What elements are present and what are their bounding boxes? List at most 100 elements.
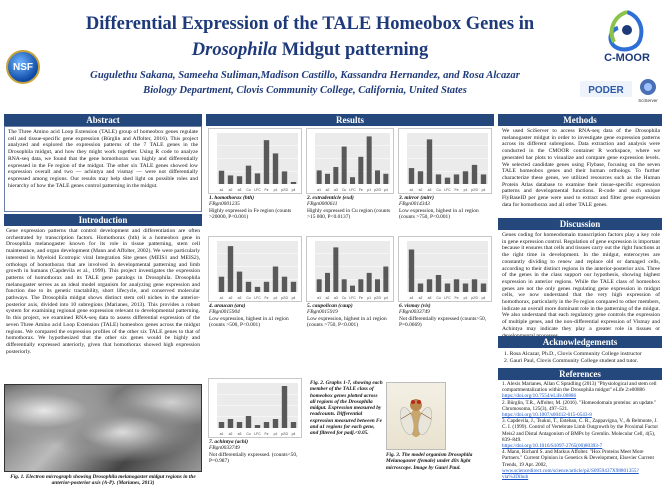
bar-a1 xyxy=(218,170,225,184)
bar-chart-svg: a1 a2 a3 Cu LFC Fe p1 p2/3 p4 xyxy=(407,241,488,300)
bar-p1 xyxy=(462,171,469,184)
gene-id: FBgn0014343 xyxy=(399,201,430,208)
sciserver-logo: SciServer xyxy=(638,79,658,103)
gene-id: FBgn0033749 xyxy=(209,445,240,452)
bar-a3 xyxy=(426,139,433,184)
bar-p2/3 xyxy=(281,171,288,184)
bar-Fe xyxy=(263,281,270,292)
bar-a3 xyxy=(236,271,243,292)
bar-p4 xyxy=(480,174,487,184)
nsf-logo: NSF xyxy=(6,50,40,84)
bar-chart-7: a1 a2 a3 Cu LFC Fe p1 p2/3 p4 xyxy=(208,378,302,438)
bar-chart-4: a1 a2 a3 Cu LFC Fe p1 p2/3 p4 xyxy=(208,236,302,302)
x-tick-label: p2/3 xyxy=(471,188,478,192)
x-tick-label: a3 xyxy=(238,188,242,192)
gene-id: FBgn0001235 xyxy=(209,201,240,208)
x-tick-label: p4 xyxy=(292,432,296,436)
chart-caption-3: 3. mirror (mirr) FBgn0014343 Low expressio… xyxy=(399,195,495,221)
acknowledgements-list: 1. Rosa Alcazar, Ph.D., Clovis Community… xyxy=(504,351,660,365)
bar-chart-svg: a1 a2 a3 Cu LFC Fe p1 p2/3 p4 xyxy=(315,241,390,300)
chart-caption-1: 1. homothorax (hth) FBgn0001235 Highly exp… xyxy=(209,195,305,221)
bar-p1 xyxy=(272,266,279,292)
bar-a3 xyxy=(236,422,243,428)
cmoor-logo-text: C-MOOR xyxy=(604,52,650,64)
gene-description: Low expression, highest in a1 region (co… xyxy=(399,207,479,221)
fig3-caption: Fig. 3. The model organism Drosophila Me… xyxy=(386,452,473,471)
bar-a1 xyxy=(408,249,415,292)
bar-p1 xyxy=(366,136,372,184)
x-tick-label: Fe xyxy=(455,296,459,300)
x-tick-label: Cu xyxy=(246,296,250,300)
methods-header: Methods xyxy=(498,114,662,126)
poster-title-line2: Drosophila Midgut patterning xyxy=(60,40,560,61)
references-header: References xyxy=(498,368,662,380)
x-tick-label: p4 xyxy=(384,296,388,300)
x-tick-label: p1 xyxy=(367,296,371,300)
x-tick-label: p1 xyxy=(464,188,468,192)
midgut-micrograph-image xyxy=(4,384,202,472)
x-tick-label: Fe xyxy=(265,432,269,436)
x-tick-label: p2/3 xyxy=(281,432,288,436)
bar-a2 xyxy=(227,246,234,292)
x-tick-label: p1 xyxy=(274,432,278,436)
chart-caption-2: 2. extradenticle (exd) FBgn0000611 Highly … xyxy=(307,195,397,221)
discussion-header: Discussion xyxy=(498,218,662,230)
gene-name: 3. mirror (mirr) xyxy=(399,195,434,201)
x-tick-label: p4 xyxy=(482,188,486,192)
chart-caption-6: 6. vismay (vis) FBgn0033749 Not differenti… xyxy=(399,303,495,329)
x-tick-label: p1 xyxy=(367,188,371,192)
x-tick-label: LFC xyxy=(254,432,261,436)
gene-description: Highly expressed in Fe region (counts >2… xyxy=(209,207,292,221)
gene-description: Low expression, highest in a1 region (co… xyxy=(307,315,387,329)
bar-chart-1: a1 a2 a3 Cu LFC Fe p1 p2/3 p4 xyxy=(208,128,302,194)
bar-Cu xyxy=(245,165,252,184)
bar-chart-2: a1 a2 a3 Cu LFC Fe p1 p2/3 p4 xyxy=(306,128,394,194)
sciserver-logo-text: SciServer xyxy=(638,98,658,103)
acknowledgement-item: 2. Gauri Paul, Clovis Community College … xyxy=(504,358,639,364)
reference-link[interactable]: https://doi.org/10.1016/S1097-2765(00)80… xyxy=(502,443,603,450)
x-tick-label: Cu xyxy=(342,188,346,192)
reference-link[interactable]: https://doi.org/10.1007/s00412-015-0543-… xyxy=(502,412,592,419)
x-tick-label: a1 xyxy=(410,188,414,192)
bar-a1 xyxy=(316,279,322,292)
bar-a2 xyxy=(325,173,330,184)
x-tick-label: a2 xyxy=(229,432,233,436)
drosophila-photo xyxy=(386,382,446,450)
bar-p2/3 xyxy=(281,386,288,428)
chart-caption-4: 4. araucan (ara) FBgn0015904 Low expressio… xyxy=(209,303,305,329)
x-tick-label: Cu xyxy=(246,188,250,192)
poder-logo: PODER xyxy=(580,81,632,97)
results-header: Results xyxy=(206,114,494,126)
abstract-text: The Three Amino acid Loop Extension (TAL… xyxy=(8,129,198,189)
bar-p1 xyxy=(272,153,279,184)
bar-p4 xyxy=(383,266,389,292)
reference-link[interactable]: www.sciencedirect.com/science/article/pi… xyxy=(502,467,639,481)
fig2-caption: Fig. 2. Graphs 1-7, showing each member … xyxy=(310,380,383,437)
reference-link[interactable]: https://doi.org/10.7554/eLife.00886 xyxy=(502,393,577,400)
gene-description: Not differentially expressed. (counts<50… xyxy=(209,451,298,465)
gene-name: 4. araucan (ara) xyxy=(209,303,246,309)
poster-header: NSF Differential Expression of the TALE … xyxy=(0,0,666,108)
bar-p2/3 xyxy=(471,164,478,184)
bar-LFC xyxy=(254,286,261,292)
x-tick-label: a1 xyxy=(410,296,414,300)
bar-chart-3: a1 a2 a3 Cu LFC Fe p1 p2/3 p4 xyxy=(398,128,492,194)
x-tick-label: p4 xyxy=(482,296,486,300)
bar-a1 xyxy=(408,168,415,184)
gene-id: FBgn0033749 xyxy=(399,309,430,316)
bar-chart-6: a1 a2 a3 Cu LFC Fe p1 p2/3 p4 xyxy=(398,236,492,302)
reference-item: 4. Mann, Richard S. and Markus Affolter.… xyxy=(502,449,654,468)
bar-p2/3 xyxy=(375,170,380,184)
bar-Fe xyxy=(263,140,270,184)
bar-chart-svg: a1 a2 a3 Cu LFC Fe p1 p2/3 p4 xyxy=(217,383,298,436)
x-tick-label: Fe xyxy=(265,296,269,300)
x-tick-label: p4 xyxy=(292,188,296,192)
bar-p2/3 xyxy=(375,279,380,292)
x-tick-label: a1 xyxy=(317,296,321,300)
bar-LFC xyxy=(350,177,355,184)
x-tick-label: a3 xyxy=(238,296,242,300)
x-tick-label: Fe xyxy=(265,188,269,192)
bar-a1 xyxy=(218,276,225,292)
bar-a3 xyxy=(333,167,339,184)
acknowledgements-header: Acknowledgements xyxy=(498,336,662,348)
